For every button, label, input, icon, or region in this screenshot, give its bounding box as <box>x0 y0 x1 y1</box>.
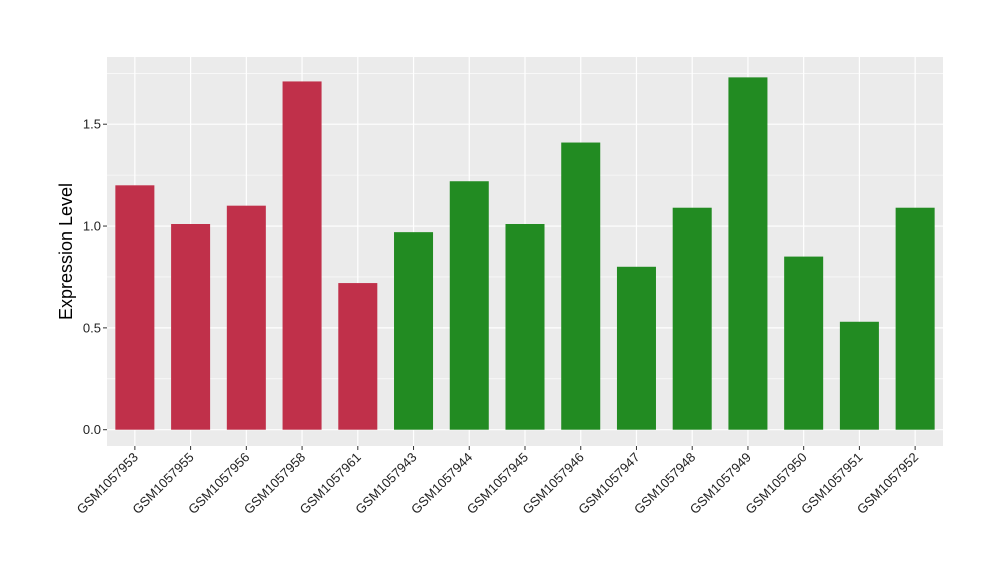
bar-GSM1057946 <box>561 142 601 430</box>
y-tick-label: 1.0 <box>83 219 101 234</box>
bar-GSM1057958 <box>282 81 322 430</box>
y-axis-title: Expression Level <box>56 183 76 320</box>
bar-GSM1057951 <box>839 321 879 430</box>
bar-GSM1057949 <box>728 77 768 430</box>
bar-GSM1057961 <box>338 283 378 430</box>
x-axis: GSM1057953GSM1057955GSM1057956GSM1057958… <box>74 446 921 517</box>
bar-GSM1057948 <box>672 207 712 430</box>
bar-GSM1057953 <box>115 185 155 430</box>
bar-GSM1057944 <box>449 181 489 430</box>
y-tick-label: 0.0 <box>83 422 101 437</box>
y-axis: 0.0 0.5 1.0 1.5 <box>83 117 107 437</box>
bar-GSM1057950 <box>784 256 824 430</box>
bar-GSM1057943 <box>394 232 434 430</box>
y-tick-label: 1.5 <box>83 117 101 132</box>
bar-GSM1057945 <box>505 224 545 430</box>
bar-GSM1057947 <box>616 266 656 430</box>
bar-GSM1057952 <box>895 207 935 430</box>
bar-GSM1057956 <box>226 205 266 430</box>
bars <box>115 77 935 430</box>
y-tick-label: 0.5 <box>83 320 101 335</box>
bar-GSM1057955 <box>171 224 211 430</box>
